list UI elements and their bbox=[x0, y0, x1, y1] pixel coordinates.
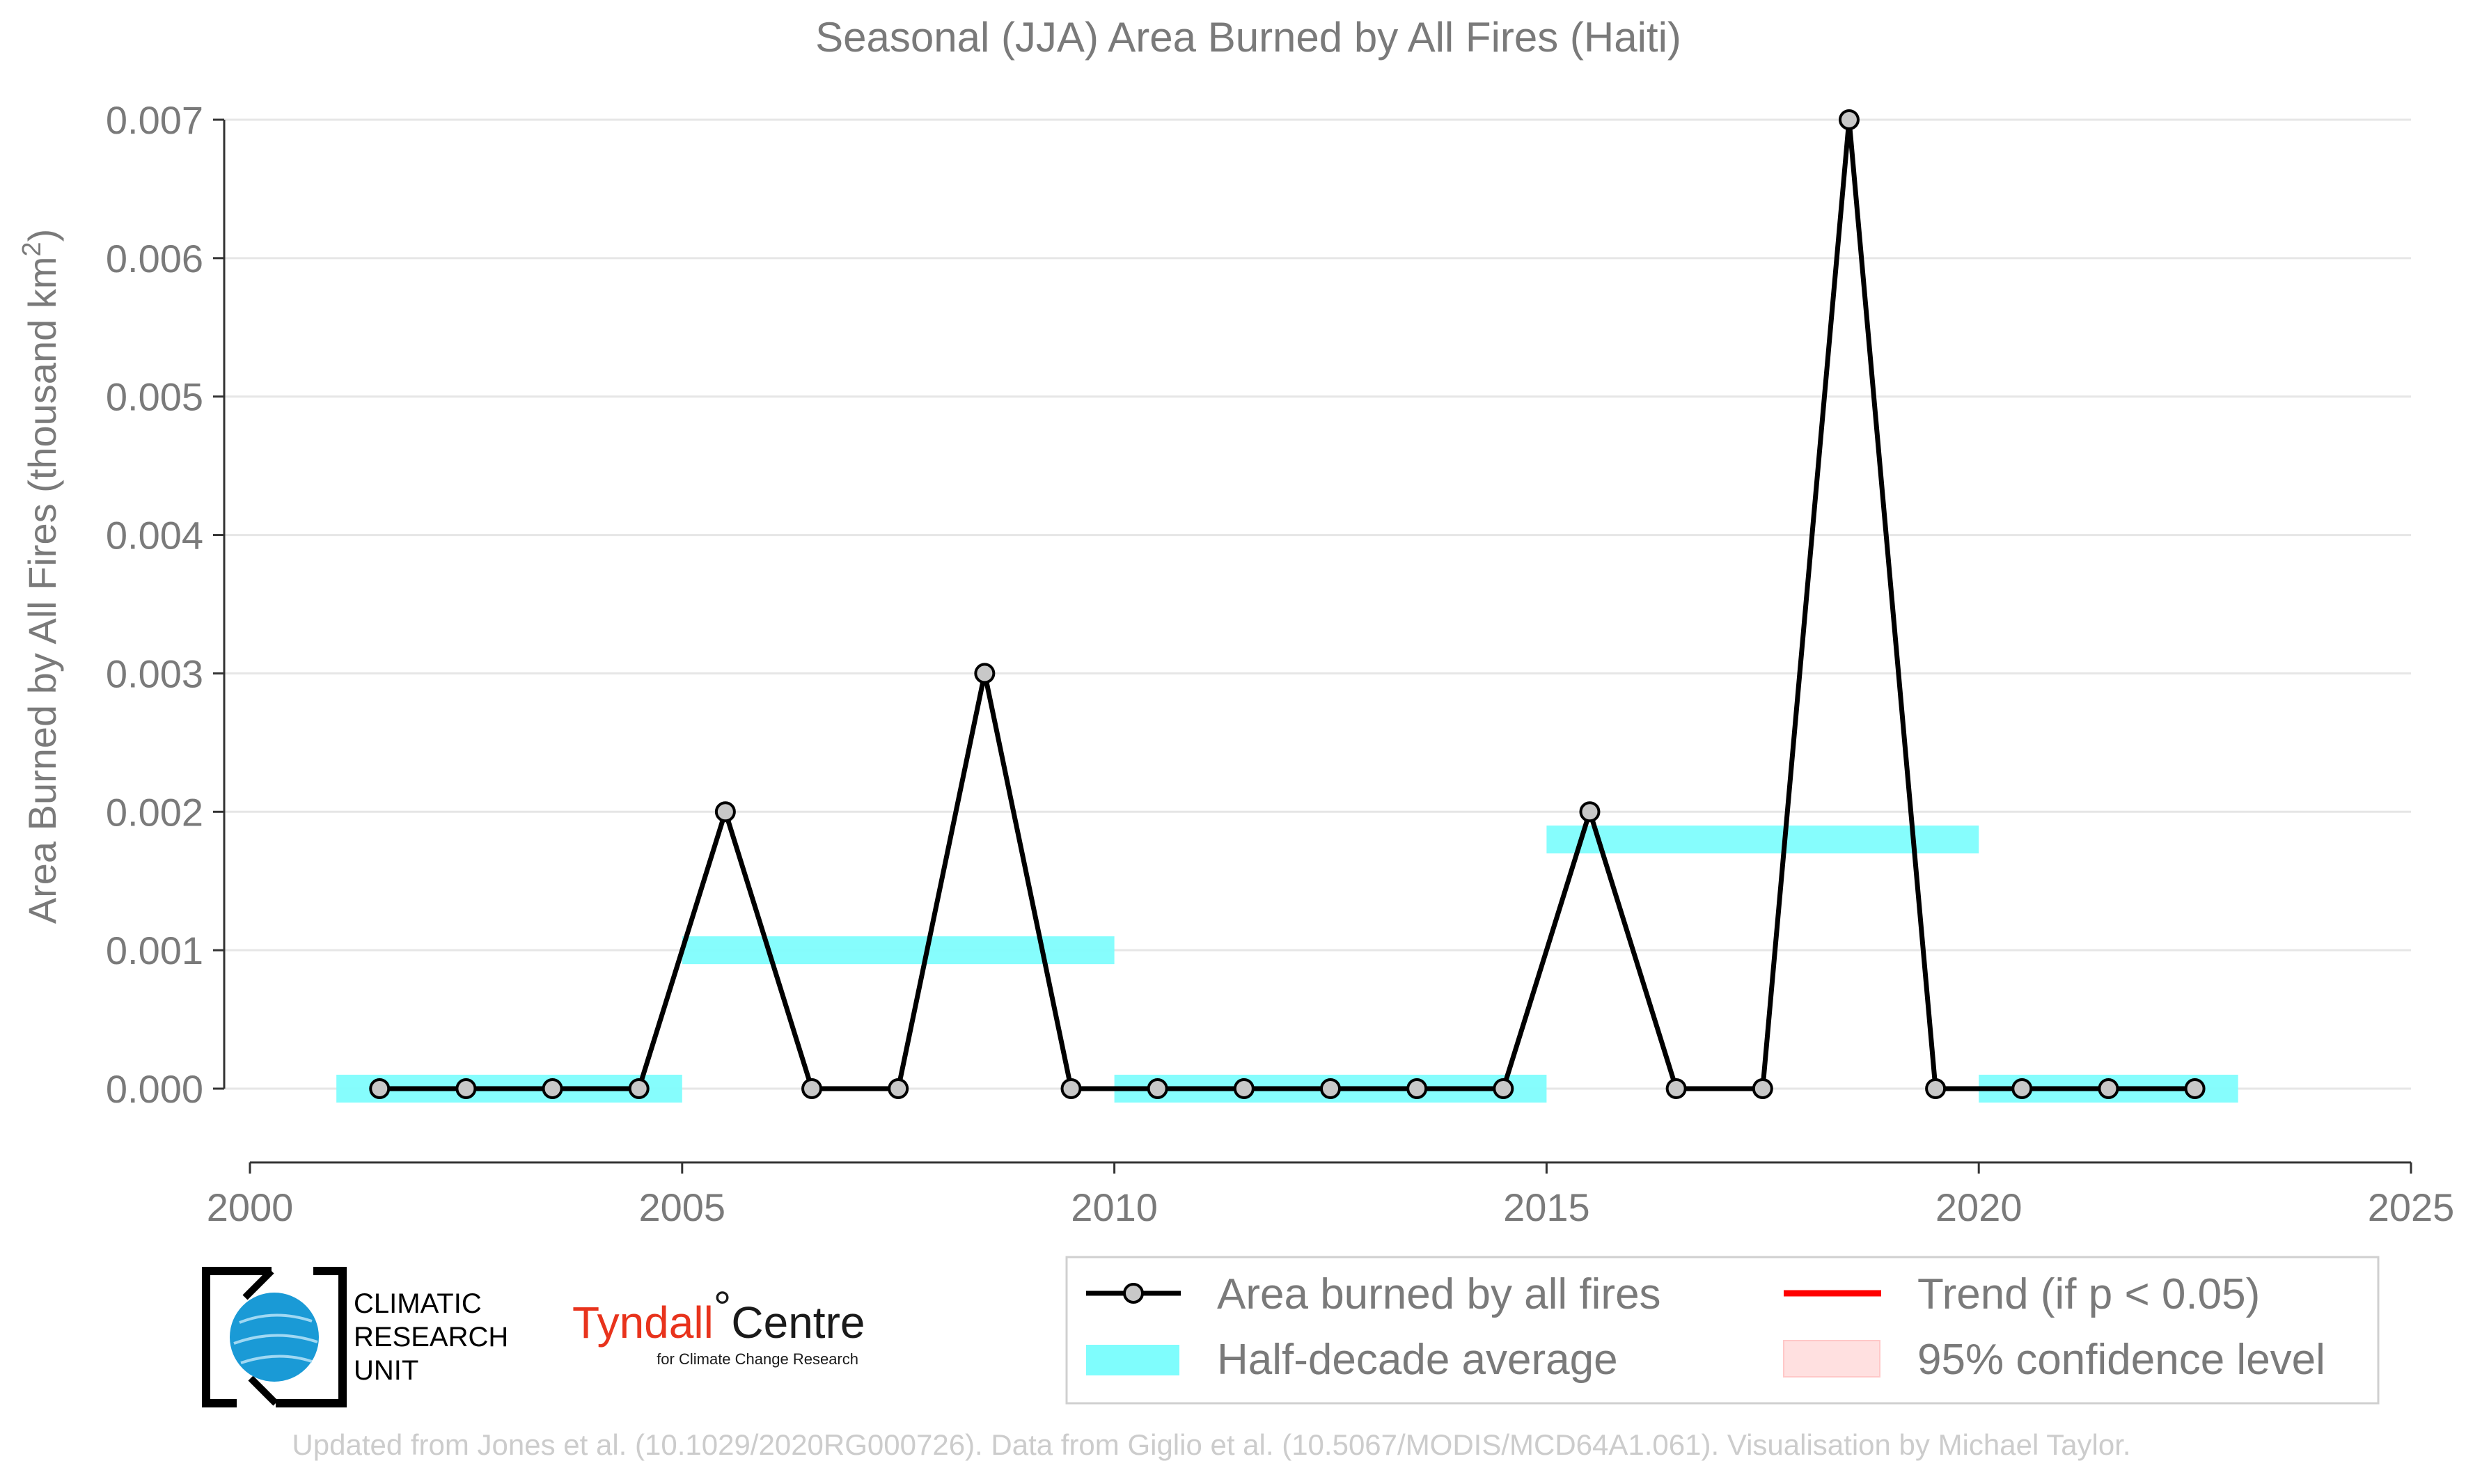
axes: 0.000 0.001 0.002 0.003 0.004 0.005 0.006 0.007… bbox=[106, 98, 2454, 1229]
data-point bbox=[801, 1078, 823, 1099]
data-point bbox=[1493, 1078, 1514, 1099]
legend: Area burned by all fires Trend (if p < 0… bbox=[1065, 1256, 2380, 1405]
cru-logo-line-1: CLIMATIC bbox=[354, 1288, 482, 1319]
data-point bbox=[1665, 1078, 1687, 1099]
half-decade-bar bbox=[682, 936, 1115, 965]
data-point bbox=[1838, 109, 1860, 130]
legend-confidence-swatch bbox=[1783, 1340, 1880, 1378]
y-tick-label: 0.006 bbox=[106, 237, 203, 281]
legend-half-decade-swatch bbox=[1086, 1345, 1179, 1375]
tyndall-logo: Tyndall°Centre for Climate Change Resear… bbox=[572, 1282, 865, 1368]
cru-logo-bracket-right bbox=[276, 1267, 347, 1407]
tyndall-logo-main: Tyndall bbox=[572, 1297, 714, 1348]
legend-frame bbox=[1065, 1256, 2380, 1405]
y-tick-label: 0.003 bbox=[106, 652, 203, 695]
cru-logo-line-3: UNIT bbox=[354, 1355, 418, 1386]
data-point bbox=[1320, 1078, 1341, 1099]
x-tick-label: 2010 bbox=[1071, 1185, 1158, 1229]
series-line bbox=[379, 117, 2195, 1091]
data-point bbox=[2011, 1078, 2033, 1099]
footer-credits: Updated from Jones et al. (10.1029/2020R… bbox=[292, 1428, 2130, 1461]
data-point bbox=[714, 801, 736, 823]
cru-logo-line-2: RESEARCH bbox=[354, 1322, 508, 1352]
globe-icon bbox=[230, 1293, 319, 1382]
tyndall-logo-centre: Centre bbox=[731, 1297, 865, 1348]
half-decade-average-bars bbox=[336, 826, 2238, 1103]
x-tick-label: 2000 bbox=[207, 1185, 294, 1229]
data-point bbox=[1579, 801, 1601, 823]
y-tick-label: 0.000 bbox=[106, 1067, 203, 1111]
tyndall-logo-wordmark: Tyndall°Centre bbox=[572, 1282, 865, 1348]
y-tick-label: 0.005 bbox=[106, 375, 203, 419]
x-tick-label: 2015 bbox=[1503, 1185, 1590, 1229]
data-point bbox=[628, 1078, 650, 1099]
data-point bbox=[2184, 1078, 2206, 1099]
legend-label-half-decade: Half-decade average bbox=[1217, 1336, 1618, 1384]
x-tick-label: 2020 bbox=[1935, 1185, 2022, 1229]
legend-marker-swatch bbox=[1123, 1283, 1144, 1304]
cru-logo: CLIMATIC RESEARCH UNIT bbox=[202, 1267, 508, 1407]
y-tick-label: 0.007 bbox=[106, 98, 203, 142]
tyndall-logo-subtitle: for Climate Change Research bbox=[657, 1350, 858, 1368]
data-point bbox=[542, 1078, 563, 1099]
x-tick-label: 2005 bbox=[639, 1185, 726, 1229]
x-tick-label: 2025 bbox=[2368, 1185, 2455, 1229]
series-area-burned bbox=[369, 109, 2206, 1099]
legend-label-area-burned: Area burned by all fires bbox=[1217, 1270, 1661, 1318]
cru-logo-slash-top bbox=[242, 1268, 274, 1300]
data-point bbox=[1147, 1078, 1168, 1099]
chart-title: Seasonal (JJA) Area Burned by All Fires … bbox=[815, 14, 1681, 61]
data-point bbox=[455, 1078, 477, 1099]
y-tick-label: 0.002 bbox=[106, 790, 203, 834]
data-point bbox=[1060, 1078, 1082, 1099]
data-point bbox=[974, 663, 996, 684]
data-point bbox=[369, 1078, 391, 1099]
cru-logo-slash-bottom bbox=[248, 1375, 278, 1406]
y-tick-label: 0.004 bbox=[106, 514, 203, 558]
tyndall-logo-degree: ° bbox=[714, 1282, 732, 1332]
y-axis-label: Area Burned by All Fires (thousand km2) bbox=[17, 229, 64, 924]
data-point bbox=[1406, 1078, 1428, 1099]
globe-icon-lines bbox=[233, 1313, 318, 1364]
data-point bbox=[1925, 1078, 1947, 1099]
legend-label-confidence: 95% confidence level bbox=[1917, 1336, 2325, 1384]
data-point bbox=[1233, 1078, 1255, 1099]
data-point bbox=[2098, 1078, 2119, 1099]
data-point bbox=[888, 1078, 909, 1099]
cru-logo-bracket-left bbox=[202, 1267, 272, 1407]
legend-label-trend: Trend (if p < 0.05) bbox=[1917, 1270, 2260, 1318]
data-point bbox=[1752, 1078, 1773, 1099]
half-decade-bar bbox=[1546, 826, 1979, 854]
y-tick-label: 0.001 bbox=[106, 929, 203, 972]
grid bbox=[224, 118, 2411, 1090]
